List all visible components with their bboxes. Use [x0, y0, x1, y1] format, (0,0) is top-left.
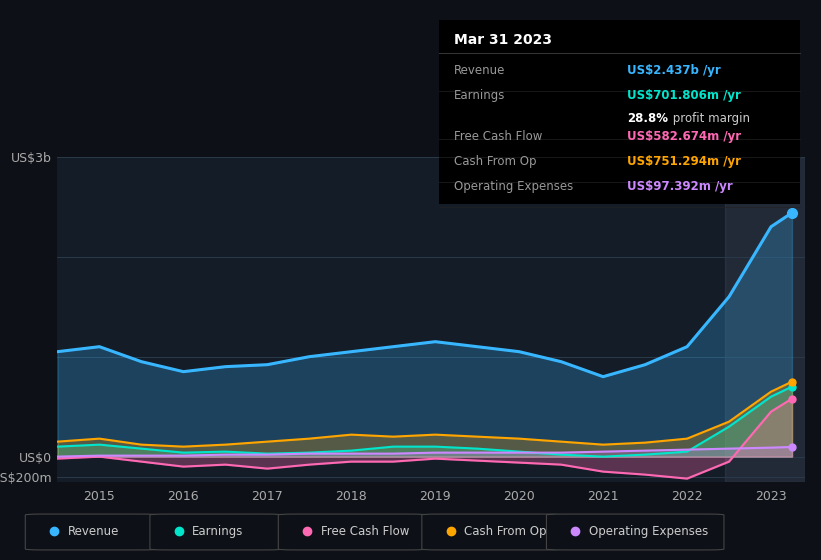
Text: Earnings: Earnings — [454, 89, 505, 102]
Text: Revenue: Revenue — [454, 64, 505, 77]
Text: Cash From Op: Cash From Op — [464, 525, 547, 538]
Text: profit margin: profit margin — [668, 112, 750, 125]
FancyBboxPatch shape — [422, 514, 562, 550]
Text: Revenue: Revenue — [67, 525, 119, 538]
Text: US$97.392m /yr: US$97.392m /yr — [627, 180, 733, 193]
FancyBboxPatch shape — [25, 514, 158, 550]
Text: US$751.294m /yr: US$751.294m /yr — [627, 156, 741, 169]
Text: US$2.437b /yr: US$2.437b /yr — [627, 64, 721, 77]
Text: Operating Expenses: Operating Expenses — [454, 180, 573, 193]
FancyBboxPatch shape — [547, 514, 724, 550]
Text: Free Cash Flow: Free Cash Flow — [321, 525, 409, 538]
Text: Free Cash Flow: Free Cash Flow — [454, 130, 542, 143]
Text: Cash From Op: Cash From Op — [454, 156, 536, 169]
FancyBboxPatch shape — [278, 514, 425, 550]
Bar — [725, 157, 805, 482]
Text: 28.8%: 28.8% — [627, 112, 668, 125]
FancyBboxPatch shape — [150, 514, 282, 550]
Text: US$582.674m /yr: US$582.674m /yr — [627, 130, 741, 143]
Text: Operating Expenses: Operating Expenses — [589, 525, 708, 538]
Text: US$701.806m /yr: US$701.806m /yr — [627, 89, 741, 102]
Text: Mar 31 2023: Mar 31 2023 — [454, 32, 552, 46]
Text: Earnings: Earnings — [192, 525, 244, 538]
